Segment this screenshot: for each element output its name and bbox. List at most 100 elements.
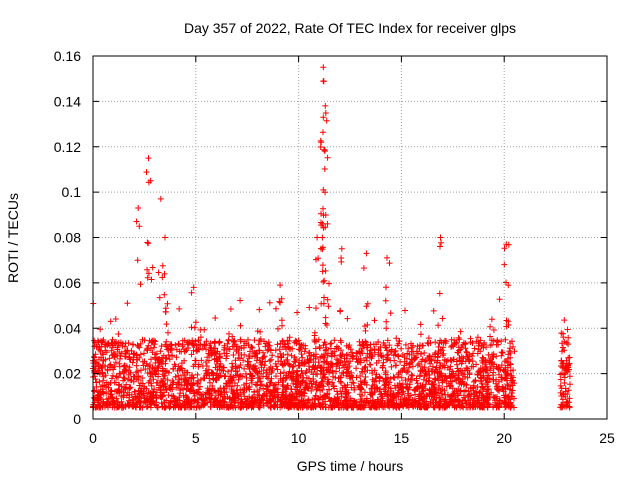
data-point	[237, 297, 244, 304]
data-point	[92, 351, 99, 358]
data-point	[264, 347, 271, 354]
y-tick-label: 0.06	[54, 275, 81, 291]
data-point	[338, 255, 345, 261]
data-point	[212, 315, 219, 321]
data-point	[386, 260, 393, 267]
data-point	[483, 358, 489, 365]
data-point	[273, 386, 280, 393]
data-point	[291, 394, 298, 401]
data-point	[507, 345, 513, 352]
data-point	[326, 280, 332, 287]
x-axis-title: GPS time / hours	[297, 458, 404, 474]
data-point	[254, 388, 261, 395]
data-point	[318, 210, 324, 217]
data-point	[256, 375, 263, 382]
data-point	[337, 378, 344, 385]
data-point	[343, 366, 350, 373]
data-point	[191, 397, 198, 404]
data-point	[437, 362, 444, 369]
data-point	[464, 374, 471, 381]
data-point	[561, 338, 568, 345]
data-point	[559, 396, 566, 403]
data-point	[233, 394, 240, 401]
data-point	[371, 317, 378, 324]
data-point	[394, 382, 401, 389]
data-point	[412, 355, 419, 362]
data-point	[558, 401, 565, 408]
data-point	[338, 379, 345, 386]
data-point	[237, 362, 244, 368]
data-point	[190, 398, 197, 405]
data-point	[359, 392, 365, 399]
data-point	[360, 341, 366, 348]
data-point	[175, 340, 182, 347]
data-point	[167, 399, 174, 406]
data-point	[328, 404, 335, 411]
data-point	[422, 404, 429, 411]
data-point	[157, 195, 164, 202]
data-point	[155, 269, 162, 276]
data-point	[343, 398, 349, 405]
data-point	[320, 129, 326, 136]
data-point	[202, 391, 209, 398]
data-point	[462, 345, 469, 352]
data-point	[313, 379, 320, 386]
data-point	[203, 338, 210, 345]
data-point	[372, 403, 379, 410]
data-point	[232, 363, 239, 370]
y-axis-title: ROTI / TECUs	[5, 193, 21, 283]
data-point	[224, 393, 231, 400]
data-point	[316, 344, 323, 350]
data-point	[249, 344, 256, 351]
data-point	[111, 351, 118, 358]
data-point	[391, 391, 398, 398]
data-point	[362, 363, 369, 370]
data-point	[329, 367, 336, 374]
data-point	[439, 352, 446, 359]
data-point	[416, 393, 422, 400]
data-point	[447, 382, 454, 389]
data-point	[279, 322, 285, 329]
data-point	[507, 360, 514, 367]
data-point	[431, 385, 438, 392]
data-point	[256, 337, 263, 344]
data-point	[561, 317, 568, 324]
data-point	[456, 336, 463, 343]
data-point	[451, 341, 458, 348]
data-point	[206, 350, 213, 357]
data-point	[277, 404, 284, 411]
data-point	[301, 361, 307, 368]
data-point	[505, 282, 512, 289]
data-point	[253, 350, 259, 357]
data-point	[382, 344, 389, 351]
data-point	[377, 344, 384, 350]
data-point	[99, 388, 106, 395]
data-point	[373, 360, 380, 366]
data-point	[220, 364, 227, 371]
data-point	[382, 297, 389, 304]
data-point	[503, 372, 510, 379]
data-point	[367, 361, 374, 368]
data-point	[484, 383, 491, 390]
data-point	[227, 375, 234, 382]
data-point	[387, 357, 394, 364]
data-point	[304, 357, 311, 364]
data-point	[279, 389, 286, 396]
data-point	[443, 383, 450, 390]
data-point	[440, 350, 447, 357]
data-point	[458, 370, 465, 377]
y-tick-label: 0.16	[54, 48, 81, 64]
data-point	[183, 386, 190, 393]
data-point	[150, 392, 157, 399]
data-point	[171, 361, 178, 368]
data-point	[173, 384, 180, 391]
data-point	[421, 350, 428, 356]
data-point	[438, 239, 445, 246]
data-point	[422, 385, 429, 392]
data-point	[184, 369, 190, 376]
data-point	[334, 360, 341, 367]
data-point	[160, 383, 167, 390]
data-point	[447, 363, 454, 370]
data-point	[270, 403, 277, 410]
data-point	[406, 381, 413, 388]
